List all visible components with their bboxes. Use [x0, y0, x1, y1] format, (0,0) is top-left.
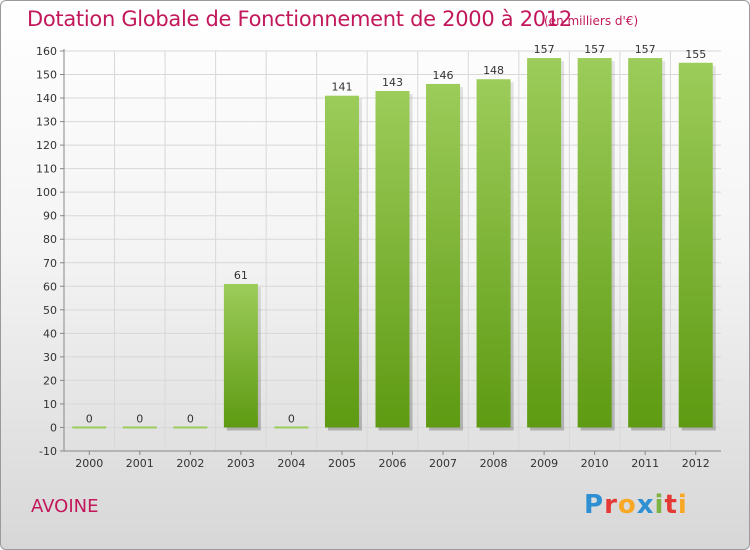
y-tick-label: 140: [36, 92, 57, 105]
y-tick-label: 110: [36, 163, 57, 176]
bar: [476, 79, 511, 428]
x-tick-label: 2009: [530, 457, 558, 470]
data-labels: 0 0 0 61 0 141 143 146 148 157 157 157 155: [86, 43, 706, 425]
logo-letter: P: [584, 490, 605, 520]
data-label: 155: [685, 48, 706, 61]
y-tick-label: 30: [43, 351, 57, 364]
x-tick-label: 2007: [429, 457, 457, 470]
y-tick-label: 150: [36, 69, 57, 82]
data-label: 0: [187, 412, 194, 425]
bar: [324, 95, 359, 428]
y-tick-label: 90: [43, 210, 57, 223]
y-tick-label: 40: [43, 327, 57, 340]
data-label: 148: [483, 64, 504, 77]
y-tick-label: 100: [36, 186, 57, 199]
x-tick-label: 2011: [631, 457, 659, 470]
bars: [72, 58, 713, 429]
data-label: 143: [382, 76, 403, 89]
x-tick-label: 2002: [176, 457, 204, 470]
x-tick-label: 2005: [328, 457, 356, 470]
bar: [426, 83, 461, 428]
bar: [375, 91, 410, 428]
data-label: 0: [86, 412, 93, 425]
x-tick-label: 2001: [126, 457, 154, 470]
x-tick-label: 2000: [75, 457, 103, 470]
axes: -10 0 10 20 30 40 50 60 70 80 90 100 110 120 130 140 150…: [36, 45, 721, 470]
y-tick-label: 80: [43, 233, 57, 246]
chart-unit: (en milliers d'€): [544, 14, 639, 28]
logo-letter: t: [664, 490, 678, 520]
bar: [527, 58, 562, 428]
y-tick-label: 160: [36, 45, 57, 58]
bar: [274, 426, 309, 429]
x-tick-label: 2008: [480, 457, 508, 470]
x-tick-label: 2010: [581, 457, 609, 470]
x-tick-label: 2003: [227, 457, 255, 470]
proxiti-logo: Proxiti: [584, 490, 688, 520]
data-label: 141: [331, 81, 352, 94]
data-label: 157: [635, 43, 656, 56]
data-label: 146: [433, 69, 454, 82]
chart-title: Dotation Globale de Fonctionnement de 20…: [27, 7, 572, 31]
data-label: 157: [584, 43, 605, 56]
y-tick-label: 60: [43, 280, 57, 293]
logo-letter: i: [677, 490, 688, 520]
x-tick-label: 2006: [379, 457, 407, 470]
logo-letter: x: [636, 490, 655, 520]
bar: [122, 426, 157, 429]
y-tick-label: 10: [43, 398, 57, 411]
bar: [678, 62, 713, 428]
y-tick-label: 120: [36, 139, 57, 152]
bar: [173, 426, 208, 429]
logo-letter: i: [654, 490, 665, 520]
y-tick-label: 20: [43, 374, 57, 387]
y-tick-label: 0: [50, 421, 57, 434]
logo-letter: r: [604, 490, 618, 520]
bar: [577, 58, 612, 428]
data-label: 0: [136, 412, 143, 425]
commune-name: AVOINE: [31, 496, 99, 517]
y-tick-label: 50: [43, 304, 57, 317]
logo-letter: o: [617, 490, 637, 520]
y-tick-label: 130: [36, 116, 57, 129]
y-tick-label: 70: [43, 257, 57, 270]
x-tick-label: 2012: [682, 457, 710, 470]
bar: [72, 426, 107, 429]
data-label: 0: [288, 412, 295, 425]
data-label: 157: [534, 43, 555, 56]
x-tick-label: 2004: [277, 457, 305, 470]
bar: [628, 58, 663, 428]
data-label: 61: [234, 269, 248, 282]
y-tick-label: -10: [39, 445, 57, 458]
bar: [223, 283, 258, 428]
